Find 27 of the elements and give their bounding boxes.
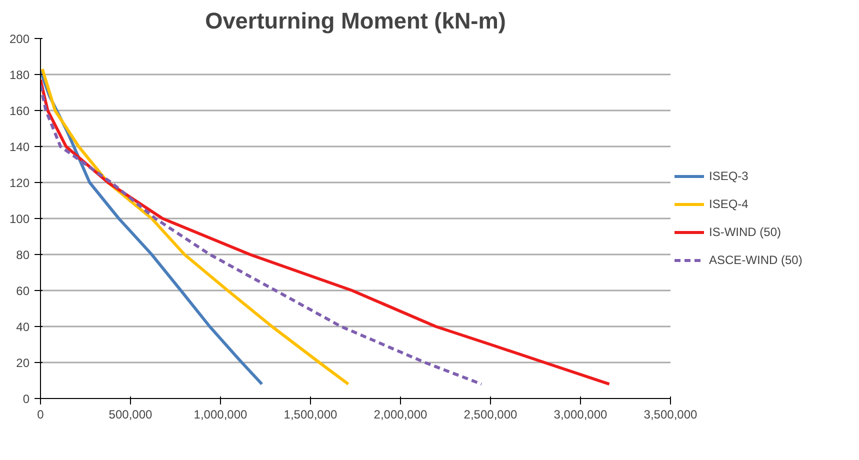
chart-title: Overturning Moment (kN-m) xyxy=(205,8,506,34)
x-tick-label: 3,500,000 xyxy=(644,408,698,422)
y-tick-label: 160 xyxy=(9,104,30,118)
y-tick-label: 20 xyxy=(16,356,30,370)
x-tick-label: 500,000 xyxy=(108,408,153,422)
legend-label: ASCE-WIND (50) xyxy=(709,253,802,267)
y-tick-label: 100 xyxy=(9,212,30,226)
x-tick-label: 3,000,000 xyxy=(554,408,608,422)
y-tick-label: 40 xyxy=(16,320,30,334)
y-tick-label: 180 xyxy=(9,68,30,82)
y-tick-label: 80 xyxy=(16,248,30,262)
y-tick-label: 60 xyxy=(16,284,30,298)
y-tick-label: 200 xyxy=(9,32,30,46)
line-series xyxy=(40,78,611,386)
y-tick-label: 0 xyxy=(22,392,30,406)
x-tick-label: 1,000,000 xyxy=(194,408,248,422)
y-tick-label: 120 xyxy=(9,176,30,190)
x-tick-label: 2,000,000 xyxy=(374,408,428,422)
x-tick-label: 2,500,000 xyxy=(464,408,518,422)
legend-label: IS-WIND (50) xyxy=(709,225,781,239)
line-series xyxy=(40,68,350,386)
y-tick-label: 140 xyxy=(9,140,30,154)
legend-label: ISEQ-4 xyxy=(709,197,748,211)
legend-label: ISEQ-3 xyxy=(709,169,748,183)
x-tick-label: 1,500,000 xyxy=(284,408,338,422)
x-tick-label: 0 xyxy=(37,408,44,422)
line-series xyxy=(40,84,483,386)
